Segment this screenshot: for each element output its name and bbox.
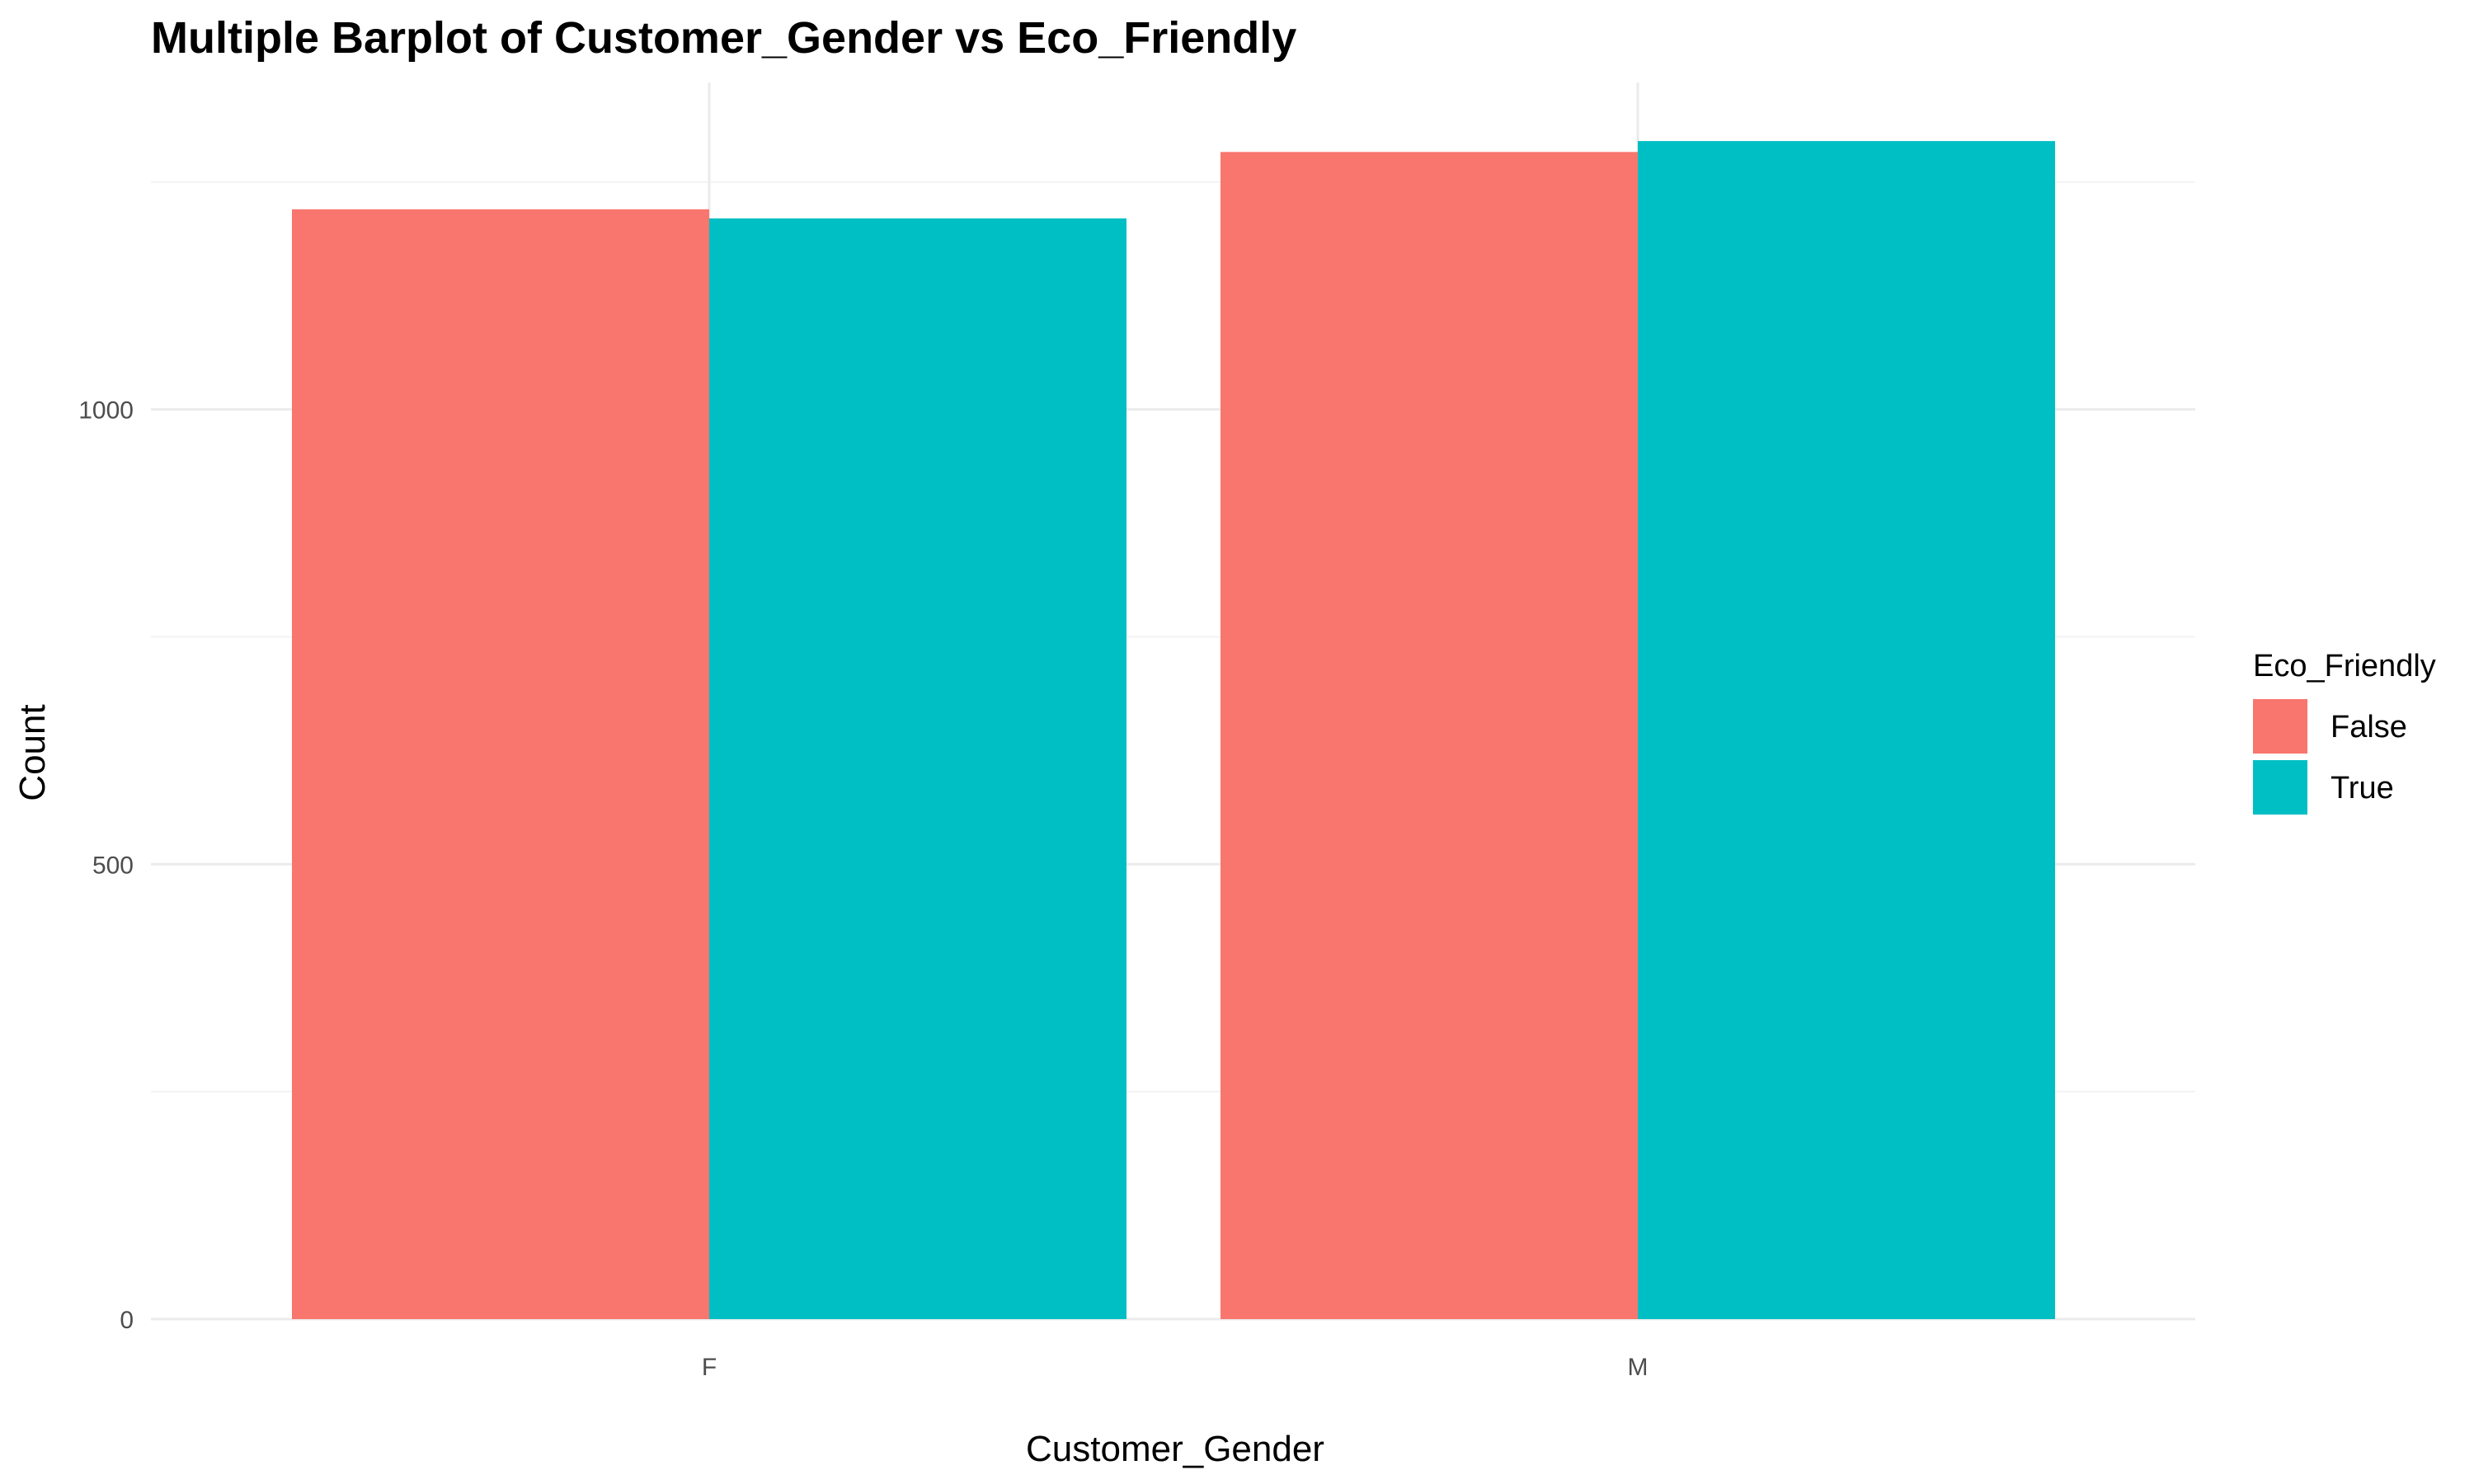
y-tick-label: 1000	[78, 397, 134, 425]
bar-F-false	[292, 209, 709, 1319]
legend: Eco_Friendly False True	[2253, 649, 2436, 815]
bar-M-true	[1638, 141, 2055, 1319]
legend-label-false: False	[2331, 710, 2407, 744]
x-axis-title: Customer_Gender	[1026, 1429, 1324, 1469]
legend-swatch-false	[2253, 699, 2307, 754]
legend-swatch-true	[2253, 760, 2307, 815]
bar-F-true	[709, 218, 1126, 1319]
y-axis-title: Count	[12, 704, 53, 801]
y-tick-label: 500	[92, 852, 134, 879]
x-tick-label: F	[702, 1354, 717, 1381]
bars	[292, 141, 2055, 1320]
bar-M-false	[1221, 152, 1638, 1320]
tick-labels: 0 500 1000 F M	[78, 397, 1648, 1381]
y-tick-label: 0	[120, 1307, 134, 1334]
legend-title: Eco_Friendly	[2253, 649, 2436, 683]
chart-title: Multiple Barplot of Customer_Gender vs E…	[151, 13, 1296, 63]
legend-items: False True	[2253, 699, 2407, 815]
legend-label-true: True	[2331, 771, 2394, 805]
x-tick-label: M	[1628, 1354, 1649, 1381]
